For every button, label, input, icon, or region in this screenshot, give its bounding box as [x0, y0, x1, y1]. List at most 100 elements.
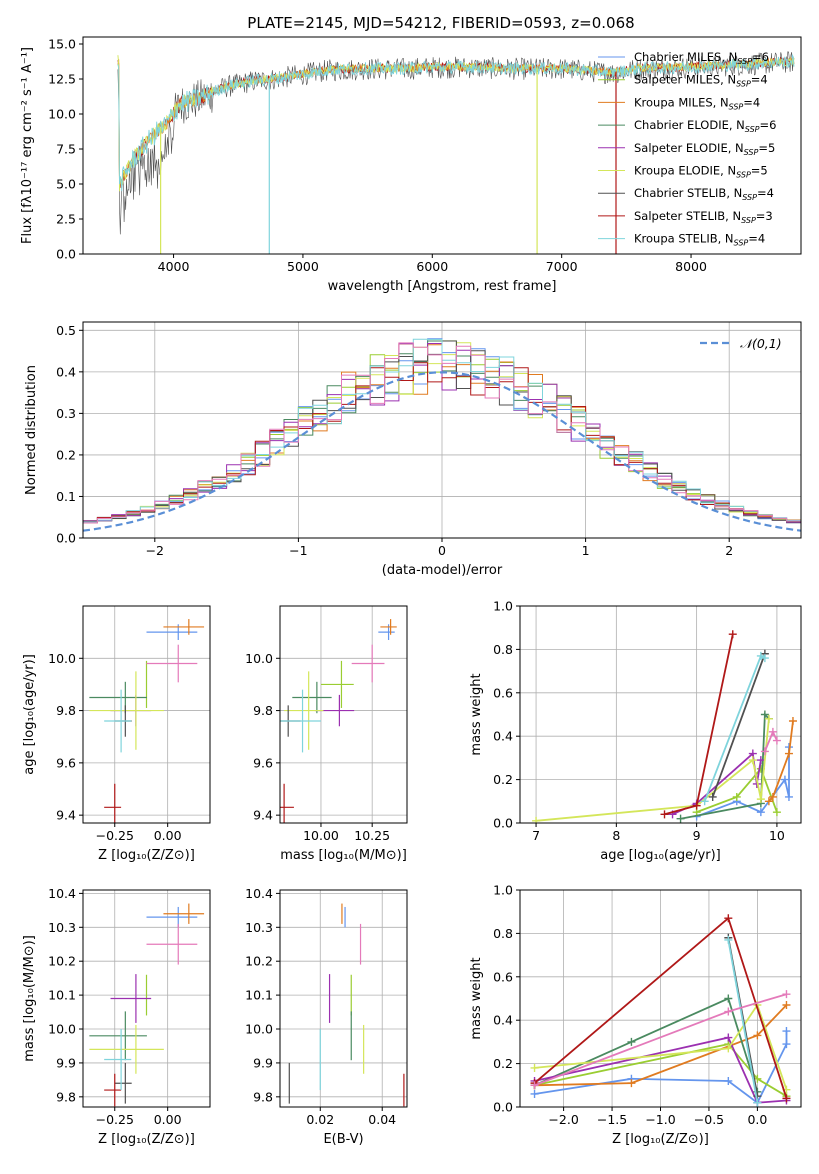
weight-point	[756, 795, 765, 804]
z_age-plot-area	[89, 619, 205, 823]
z_mass-ytick-label: 10.2	[48, 954, 76, 969]
errorbar-marker	[284, 671, 324, 750]
weight-line	[696, 767, 778, 813]
z_weight-ytick-label: 1.0	[493, 883, 513, 898]
weight-point	[530, 1089, 539, 1098]
z_mass-ytick-label: 9.8	[56, 1089, 76, 1104]
z_age-ytick-label: 10.0	[48, 651, 76, 666]
z_age-xtick-label: −0.25	[96, 828, 134, 843]
errorbar-marker	[280, 783, 294, 823]
spectrum-series-4	[117, 53, 795, 192]
z_age-xtick-label: 0.00	[154, 828, 182, 843]
age_weight-xlabel: age [log₁₀(age/yr)]	[600, 848, 721, 863]
residual-hist-8	[83, 338, 801, 523]
spectrum-xtick-label: 8000	[675, 259, 707, 274]
residuals-ylabel: Normed distribution	[24, 365, 39, 495]
errorbar-marker	[320, 660, 354, 708]
ebv_mass-ytick-label: 10.1	[245, 988, 273, 1003]
errorbar-marker	[380, 619, 397, 635]
spectrum-legend-label: Kroupa ELODIE, NSSP=5	[634, 164, 768, 180]
ebv_mass-xtick-label: 0.04	[368, 1112, 396, 1127]
z_weight-xtick-label: −0.5	[694, 1112, 724, 1127]
age_weight-ytick-label: 0.8	[493, 642, 513, 657]
spectrum-xtick-label: 6000	[416, 259, 448, 274]
errorbar-marker	[104, 1029, 132, 1091]
weight-point	[782, 1094, 791, 1103]
weight-line	[534, 1002, 788, 1090]
ebv_mass-ytick-label: 10.3	[245, 920, 273, 935]
weight-point	[530, 1081, 539, 1090]
residuals-ytick-label: 0.3	[56, 406, 76, 421]
spectrum-ytick-label: 10.0	[48, 107, 76, 122]
ebv_mass-ytick-label: 9.8	[253, 1089, 273, 1104]
spectrum-legend-label: Salpeter STELIB, NSSP=3	[634, 209, 773, 225]
weight-point	[724, 1076, 733, 1085]
residuals-ytick-label: 0.4	[56, 364, 76, 379]
weight-point	[627, 1037, 636, 1046]
spectrum-xlabel: wavelength [Angstrom, rest frame]	[328, 279, 557, 294]
mass_age-ytick-label: 9.8	[253, 703, 273, 718]
weight-point	[530, 1063, 539, 1072]
errorbar-marker	[89, 1024, 164, 1074]
spectrum-legend-label: Chabrier STELIB, NSSP=4	[634, 186, 774, 202]
z_weight-ytick-label: 0.0	[493, 1100, 513, 1115]
residuals-plot-area	[83, 338, 801, 532]
spectrum-xtick-label: 5000	[287, 259, 319, 274]
residuals-ytick-label: 0.0	[56, 531, 76, 546]
residuals-xlabel: (data-model)/error	[382, 563, 503, 578]
weight-point	[788, 717, 797, 726]
z_mass-axes: −0.25 0.00 9.8 9.9 10.0 10.1 10.2 10.3 10.4 Z [lo…	[22, 886, 211, 1147]
z_mass-xtick-label: −0.25	[96, 1112, 134, 1127]
errorbar-marker	[104, 689, 132, 753]
errorbar-marker	[89, 681, 147, 714]
weight-point	[724, 914, 733, 923]
weight-line	[534, 1036, 787, 1104]
z_age-axes: −0.25 0.00 9.4 9.6 9.8 10.0 Z [log₁₀(Z/Z⊙)] age…	[22, 605, 211, 863]
weight-point	[756, 756, 765, 765]
ebv_mass-frame	[279, 889, 408, 1108]
weight-point	[732, 792, 741, 801]
weight-point	[772, 808, 781, 817]
z_age-xlabel: Z [log₁₀(Z/Z⊙)]	[98, 848, 195, 863]
errorbar-marker	[280, 689, 321, 753]
z_age-frame	[82, 605, 211, 824]
weight-point	[784, 792, 793, 801]
spectrum-ytick-label: 12.5	[48, 72, 76, 87]
spectrum-legend-label: Salpeter MILES, NSSP=4	[634, 73, 768, 89]
weight-point	[782, 990, 791, 999]
residuals-xtick-label: −2	[146, 543, 164, 558]
residuals-xtick-label: 0	[438, 543, 446, 558]
weight-point	[728, 630, 737, 639]
spectrum-legend-label: Kroupa STELIB, NSSP=4	[634, 232, 765, 248]
weight-point	[724, 1033, 733, 1042]
z_mass-frame	[82, 889, 211, 1108]
spectrum-ytick-label: 15.0	[48, 37, 76, 52]
age_weight-ytick-label: 0.4	[493, 729, 513, 744]
normal-legend-label: 𝒩(0,1)	[740, 336, 782, 351]
z_age-ytick-label: 9.6	[56, 755, 76, 770]
weight-point	[760, 654, 769, 663]
errorbar-marker	[146, 906, 198, 928]
z_weight-plot-area	[530, 914, 791, 1107]
z_mass-ytick-label: 10.3	[48, 920, 76, 935]
weight-point	[708, 792, 717, 801]
ebv_mass-ytick-label: 10.4	[245, 886, 273, 901]
ebv_mass-xlabel: E(B-V)	[323, 1132, 363, 1147]
z_mass-ytick-label: 10.0	[48, 1022, 76, 1037]
residuals-xtick-label: −1	[289, 543, 307, 558]
weight-line	[534, 1043, 787, 1097]
age_weight-ylabel: mass weight	[469, 673, 484, 755]
mass_age-frame	[279, 605, 408, 824]
age_weight-xtick-label: 9	[693, 828, 701, 843]
z_age-ytick-label: 9.4	[56, 808, 76, 823]
weight-point	[756, 808, 765, 817]
spectrum-legend-label: Kroupa MILES, NSSP=4	[634, 95, 760, 111]
spectrum-ylabel: Flux [fλ10⁻¹⁷ erg cm⁻² s⁻¹ A⁻¹]	[20, 47, 35, 244]
weight-point	[768, 727, 777, 736]
weight-point	[753, 1098, 762, 1107]
z_age-ytick-label: 9.8	[56, 703, 76, 718]
errorbar-marker	[110, 974, 152, 1023]
z_weight-xlabel: Z [log₁₀(Z/Z⊙)]	[612, 1132, 709, 1147]
weight-point	[627, 1079, 636, 1088]
